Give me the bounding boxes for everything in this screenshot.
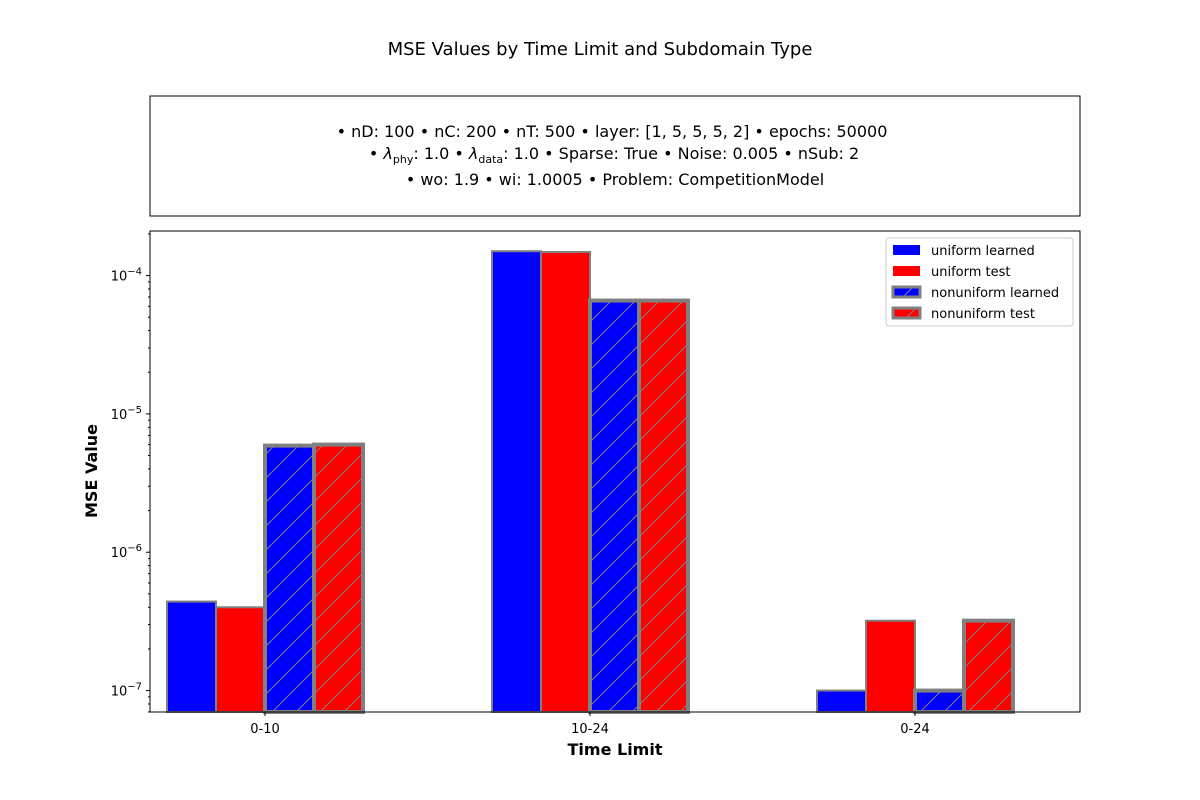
bar-uniform-learned-10-24 (491, 250, 542, 714)
legend-swatch-uniform-learned (893, 245, 920, 255)
legend: uniform learned uniform test nonuniform le… (885, 237, 1074, 327)
bar-uniform-test-0-10 (215, 606, 266, 713)
legend-frame (885, 237, 1074, 327)
y-tick-label: 10−6 (111, 543, 142, 561)
x-axis-label: Time Limit (568, 740, 663, 759)
bar-uniform-learned-0-24 (816, 689, 867, 713)
bar-uniform-test-0-24 (865, 619, 916, 714)
info-line-3: • wo: 1.9 • wi: 1.0005 • Problem: Compet… (406, 170, 824, 189)
y-tick-label: 10−7 (111, 682, 142, 700)
bar-uniform-learned-0-10 (166, 600, 217, 713)
bar-nonuniform-learned-0-24-hatch (917, 692, 962, 712)
info-line-2: • λphy: 1.0 • λdata: 1.0 • Sparse: True … (369, 144, 859, 166)
x-tick-label: 0-24 (900, 722, 930, 737)
x-tick-label: 0-10 (250, 722, 280, 737)
legend-swatch-hatch (894, 309, 919, 317)
plot-frame (149, 230, 1081, 713)
legend-swatch-uniform-test (893, 266, 920, 276)
bars-layer (166, 250, 1015, 715)
bar-uniform-test-10-24 (540, 251, 591, 713)
bar-nonuniform-learned-0-10-hatch (267, 447, 312, 712)
bar-nonuniform-test-10-24-hatch (641, 302, 686, 712)
legend-label-uniform-test: uniform test (931, 265, 1011, 280)
legend-swatch-hatch (894, 288, 919, 296)
y-tick-label: 10−5 (111, 405, 142, 423)
bar-nonuniform-learned-10-24-hatch (592, 302, 637, 712)
info-line-1: • nD: 100 • nC: 200 • nT: 500 • layer: [… (337, 122, 888, 141)
info-box (149, 95, 1081, 217)
bar-nonuniform-test-0-24-hatch (966, 622, 1011, 712)
y-tick-label: 10−4 (111, 267, 142, 285)
y-axis-label: MSE Value (82, 424, 101, 518)
bar-nonuniform-test-0-10-hatch (316, 446, 361, 712)
ticks-layer: 0-10 10-24 0-24 10−7 10−6 10−5 10−4 (111, 233, 930, 737)
legend-label-nonuniform-learned: nonuniform learned (931, 286, 1059, 301)
x-tick-label: 10-24 (571, 722, 609, 737)
legend-label-nonuniform-test: nonuniform test (931, 307, 1035, 322)
legend-label-uniform-learned: uniform learned (931, 244, 1035, 259)
chart-title: MSE Values by Time Limit and Subdomain T… (388, 39, 813, 60)
